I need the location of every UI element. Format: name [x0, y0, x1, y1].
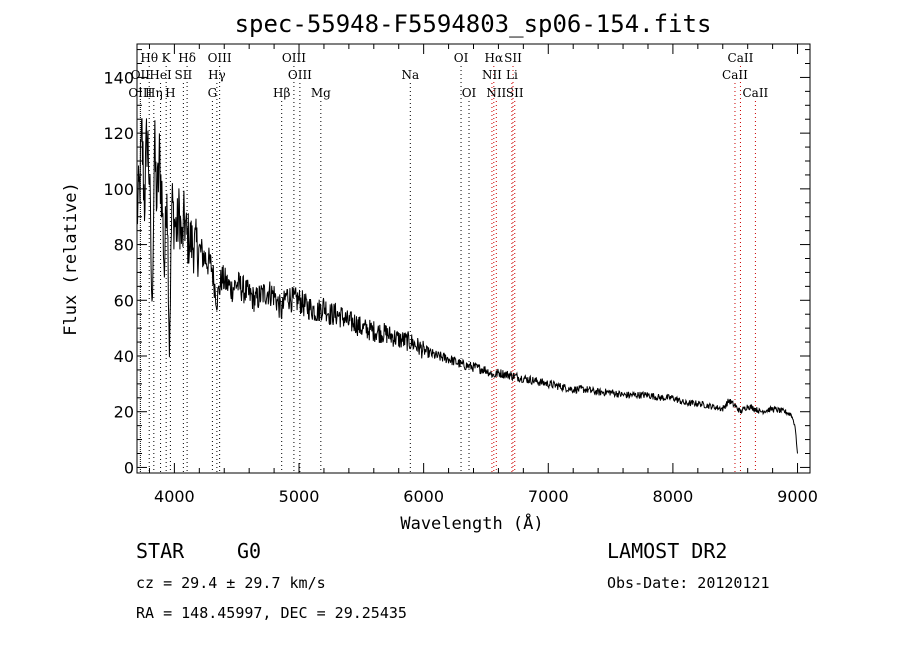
y-tick-label: 0	[124, 458, 134, 477]
y-tick-label: 140	[103, 68, 134, 87]
spectral-line-label: NII	[486, 86, 506, 100]
y-axis-label: Flux (relative)	[61, 182, 81, 336]
redshift-value: cz = 29.4 ± 29.7 km/s	[136, 574, 326, 592]
spectral-line-label: Li	[506, 68, 518, 82]
spectral-line-label: Na	[401, 68, 419, 82]
y-tick-label: 80	[114, 236, 134, 255]
x-tick-label: 5000	[279, 487, 320, 506]
object-subclass: G0	[237, 539, 261, 563]
x-tick-label: 6000	[403, 487, 444, 506]
spectral-line-label: Hθ	[140, 51, 158, 65]
spectral-line-label: SII	[506, 86, 524, 100]
spectral-line-markers	[139, 66, 756, 473]
spectral-line-label: Hη	[145, 86, 163, 100]
spectral-line-label: NII	[482, 68, 502, 82]
spectral-line-label: OIII	[288, 68, 312, 82]
y-tick-label: 120	[103, 124, 134, 143]
y-tick-label: 40	[114, 347, 134, 366]
observation-date: Obs-Date: 20120121	[607, 574, 770, 592]
spectral-line-label: H	[165, 86, 175, 100]
coordinates: RA = 148.45997, DEC = 29.25435	[136, 604, 407, 622]
spectral-line-label: OIII	[282, 51, 306, 65]
x-tick-label: 8000	[653, 487, 694, 506]
y-axis-ticks: 0 20 40 60 80 100 120 140	[103, 49, 810, 477]
chart-title: spec-55948-F5594803_sp06-154.fits	[235, 10, 712, 38]
y-tick-label: 20	[114, 403, 134, 422]
spectral-line-label: OIII	[128, 86, 152, 100]
x-axis-label: Wavelength (Å)	[400, 512, 543, 534]
spectral-line-label: CaII	[742, 86, 768, 100]
x-tick-label: 9000	[777, 487, 818, 506]
spectral-line-label: CaII	[722, 68, 748, 82]
spectral-line-label: HeI	[149, 68, 172, 82]
spectral-line-label: G	[208, 86, 218, 100]
y-tick-label: 60	[114, 291, 134, 310]
spectral-line-label: OII	[131, 68, 151, 82]
spectral-line-label: CaII	[728, 51, 754, 65]
x-axis-ticks: 4000 5000 6000 7000 8000 9000	[148, 44, 818, 506]
spectral-line-label: Hα	[485, 51, 504, 65]
spectral-line-label: OI	[462, 86, 477, 100]
spectral-line-label: OIII	[208, 51, 232, 65]
spectrum-line	[136, 118, 798, 454]
spectral-line-label: Hδ	[178, 51, 196, 65]
survey-name: LAMOST DR2	[607, 539, 727, 563]
x-tick-label: 4000	[154, 487, 195, 506]
spectral-line-label: OI	[454, 51, 469, 65]
spectral-line-label: Hβ	[273, 86, 290, 100]
spectral-line-label: SII	[175, 68, 193, 82]
spectral-line-label: Hγ	[208, 68, 226, 82]
spectral-line-label: K	[162, 51, 172, 65]
spectral-line-label: Mg	[311, 86, 331, 100]
y-tick-label: 100	[103, 180, 134, 199]
object-class: STAR	[136, 539, 185, 563]
x-tick-label: 7000	[528, 487, 569, 506]
spectral-line-label: SII	[504, 51, 522, 65]
